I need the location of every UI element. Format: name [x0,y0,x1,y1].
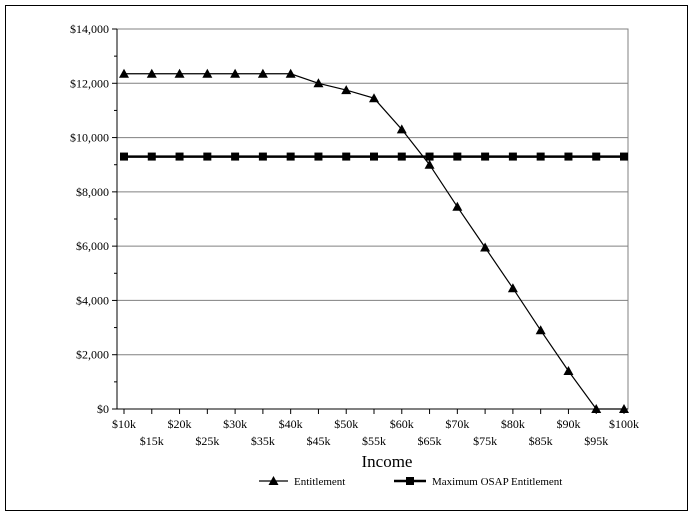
data-point [508,152,517,161]
x-tick-label: $70k [445,417,469,431]
data-point [619,404,629,413]
data-point [147,152,156,161]
data-point [481,152,490,161]
x-tick-label: $50k [334,417,358,431]
data-point [202,68,213,78]
data-point [175,152,184,161]
gridlines [117,82,628,356]
x-tick-label: $20k [168,417,192,431]
y-tick-label: $0 [97,402,109,416]
x-tick-label: $55k [362,434,386,448]
series-maximum-osap-entitlement [120,152,628,161]
series-entitlement [119,68,629,413]
y-tick-label: $12,000 [70,76,109,90]
data-point [120,152,128,161]
x-tick-label: $25k [195,434,219,448]
data-point [620,152,628,161]
data-point [591,404,602,413]
data-point [119,68,129,78]
data-point [258,152,267,161]
data-point [341,85,352,95]
data-point [146,68,157,78]
data-point [342,152,351,161]
data-point [230,68,241,78]
data-point [480,242,491,252]
data-point [563,366,574,375]
legend-label: Maximum OSAP Entitlement [432,476,562,488]
series [119,68,629,413]
x-tick-label: $10k [112,417,136,431]
legend-label: Entitlement [294,476,345,488]
data-point [507,283,518,293]
x-tick-label: $45k [306,434,330,448]
data-point [452,201,463,211]
y-tick-label: $8,000 [76,185,109,199]
x-tick-label: $85k [529,434,553,448]
legend-marker [268,476,279,485]
data-point [592,152,601,161]
y-tick-label: $10,000 [70,131,109,145]
x-tick-label: $35k [251,434,275,448]
data-point [203,152,212,161]
data-point [314,152,323,161]
x-tick-label: $40k [279,417,303,431]
x-tick-label: $30k [223,417,247,431]
data-point [564,152,573,161]
x-tick-label: $80k [501,417,525,431]
y-tick-label: $14,000 [70,22,109,36]
data-point [313,78,324,88]
plot-area [116,28,629,410]
data-point [231,152,240,161]
x-tick-label: $15k [140,434,164,448]
y-tick-label: $4,000 [76,293,109,307]
x-tick-label: $90k [556,417,580,431]
data-point [285,68,296,78]
x-tick-label: $65k [418,434,442,448]
x-axis-title: Income [362,452,413,471]
data-point [424,159,435,169]
data-point [369,93,379,103]
data-point [397,152,406,161]
data-point [535,325,546,335]
y-tick-label: $2,000 [76,348,109,362]
data-point [396,124,407,134]
x-tick-label: $100k [609,417,639,431]
tick-labels: $0 $2,000 $4,000 $6,000 $8,000 $10,000 $12,000… [70,22,639,448]
data-point [425,152,434,161]
data-point [174,68,185,78]
legend: Entitlement Maximum OSAP Entitlement [259,476,562,488]
x-tick-label: $60k [390,417,414,431]
data-point [370,152,378,161]
data-point [257,68,268,78]
x-tick-label: $75k [473,434,497,448]
axes [112,28,628,414]
data-point [536,152,545,161]
data-point [453,152,462,161]
y-tick-label: $6,000 [76,239,109,253]
data-point [286,152,295,161]
x-tick-label: $95k [584,434,608,448]
legend-marker [406,477,414,485]
